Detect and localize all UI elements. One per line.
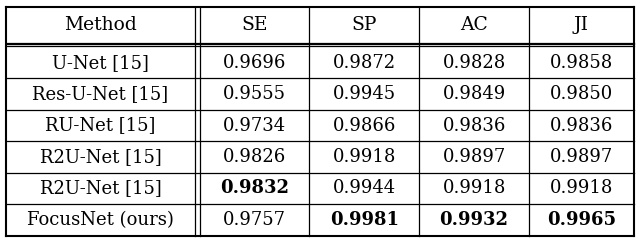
Text: 0.9757: 0.9757: [223, 211, 286, 229]
Text: 0.9734: 0.9734: [223, 116, 286, 135]
Text: 0.9918: 0.9918: [550, 180, 613, 198]
Text: 0.9826: 0.9826: [223, 148, 286, 166]
Text: 0.9897: 0.9897: [550, 148, 613, 166]
Text: 0.9555: 0.9555: [223, 85, 286, 103]
Text: 0.9836: 0.9836: [442, 116, 506, 135]
Text: U-Net [15]: U-Net [15]: [52, 53, 149, 71]
Text: 0.9828: 0.9828: [442, 53, 506, 71]
Text: AC: AC: [460, 16, 488, 34]
Text: Res-U-Net [15]: Res-U-Net [15]: [33, 85, 168, 103]
Text: 0.9836: 0.9836: [550, 116, 613, 135]
Text: 0.9897: 0.9897: [442, 148, 506, 166]
Text: 0.9918: 0.9918: [442, 180, 506, 198]
Text: 0.9932: 0.9932: [440, 211, 509, 229]
Text: JI: JI: [574, 16, 589, 34]
Text: 0.9918: 0.9918: [333, 148, 396, 166]
Text: R2U-Net [15]: R2U-Net [15]: [40, 148, 161, 166]
Text: 0.9944: 0.9944: [333, 180, 396, 198]
Text: 0.9858: 0.9858: [550, 53, 613, 71]
Text: 0.9696: 0.9696: [223, 53, 286, 71]
Text: RU-Net [15]: RU-Net [15]: [45, 116, 156, 135]
Text: 0.9832: 0.9832: [220, 180, 289, 198]
Text: FocusNet (ours): FocusNet (ours): [27, 211, 174, 229]
Text: 0.9849: 0.9849: [442, 85, 506, 103]
Text: SE: SE: [241, 16, 268, 34]
Text: R2U-Net [15]: R2U-Net [15]: [40, 180, 161, 198]
Text: 0.9850: 0.9850: [550, 85, 613, 103]
Text: 0.9981: 0.9981: [330, 211, 399, 229]
Text: 0.9965: 0.9965: [547, 211, 616, 229]
Text: 0.9866: 0.9866: [333, 116, 396, 135]
Text: Method: Method: [64, 16, 137, 34]
Text: SP: SP: [351, 16, 377, 34]
Text: 0.9945: 0.9945: [333, 85, 396, 103]
Text: 0.9872: 0.9872: [333, 53, 396, 71]
